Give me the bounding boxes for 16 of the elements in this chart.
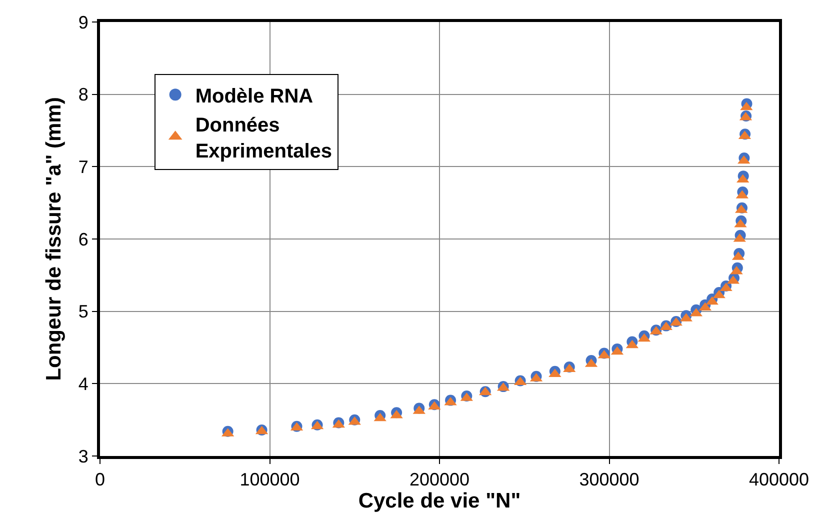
x-tick-label: 0 (94, 470, 106, 490)
y-tick-label: 7 (78, 156, 88, 177)
x-axis-title: Cycle de vie "N" (358, 490, 521, 513)
legend-label: Données Exprimentales (195, 114, 332, 162)
y-tick-label: 3 (78, 446, 88, 466)
x-tick-label: 300000 (579, 470, 640, 490)
legend-label: Modèle RNA (195, 85, 314, 108)
y-tick-label: 4 (78, 374, 88, 394)
y-tick-label: 8 (78, 84, 88, 105)
x-tick-label: 400000 (748, 470, 810, 490)
y-tick-label: 6 (78, 229, 88, 250)
y-tick-label: 9 (78, 12, 88, 32)
y-axis-title: Longeur de fissure "a" (mm) (42, 97, 66, 381)
x-tick-label: 100000 (240, 470, 300, 490)
x-tick-label: 200000 (409, 470, 470, 490)
y-tick-label: 5 (78, 302, 88, 322)
